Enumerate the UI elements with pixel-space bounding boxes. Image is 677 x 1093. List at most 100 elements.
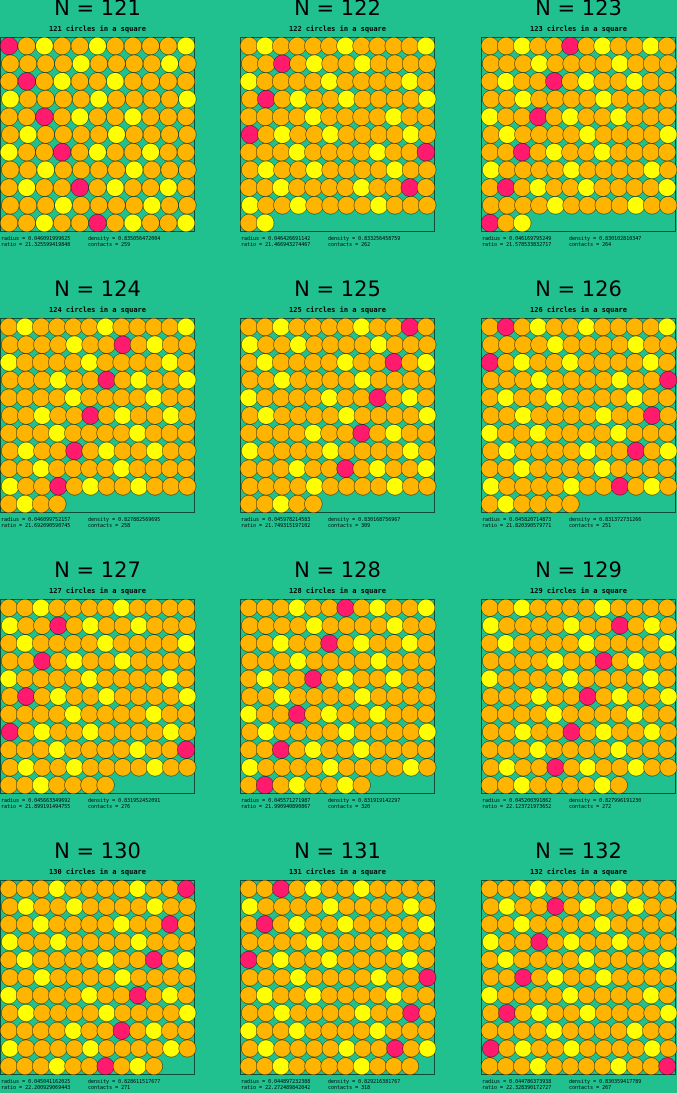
circle: [304, 986, 323, 1005]
density-text: density = 0.833256458759: [328, 236, 400, 242]
circle: [545, 598, 564, 617]
circle: [369, 477, 388, 496]
circle: [352, 178, 371, 197]
circle: [402, 441, 421, 460]
circle: [161, 705, 179, 724]
circle: [141, 72, 160, 91]
circle: [48, 495, 67, 514]
circle: [32, 495, 51, 514]
circle: [239, 776, 258, 795]
ratio-text: ratio = 22.328390172727: [482, 1085, 551, 1091]
circle: [19, 90, 38, 109]
circle: [384, 143, 403, 162]
circle: [272, 36, 291, 56]
circle: [49, 758, 68, 777]
circle: [97, 968, 116, 987]
circle: [288, 776, 307, 795]
circle: [112, 915, 131, 934]
circle: [239, 1021, 258, 1040]
circle: [368, 107, 387, 126]
circle: [593, 1057, 612, 1076]
circle: [177, 598, 196, 617]
circle: [369, 986, 387, 1005]
circle: [256, 705, 274, 724]
circle: [257, 758, 276, 777]
circle: [337, 477, 356, 496]
circle: [545, 107, 564, 126]
circle: [289, 652, 308, 670]
circle: [128, 634, 147, 653]
circle: [642, 740, 660, 759]
circle: [418, 723, 437, 741]
circle: [16, 598, 34, 617]
circle: [48, 459, 67, 478]
circle: [33, 335, 52, 354]
circle: [418, 54, 437, 73]
circle: [561, 388, 580, 407]
circle: [497, 459, 515, 478]
circle: [368, 317, 387, 336]
circle: [144, 353, 163, 372]
circle: [497, 879, 515, 898]
circle: [112, 353, 131, 372]
circle: [530, 335, 549, 354]
circle: [385, 986, 403, 1005]
circle: [128, 740, 147, 759]
circle: [96, 669, 115, 688]
circle: [514, 897, 532, 916]
circle: [17, 1039, 35, 1058]
circle: [625, 107, 644, 126]
circle: [625, 353, 644, 372]
circle: [497, 740, 515, 759]
circle: [386, 616, 405, 635]
circle: [17, 933, 35, 951]
circle: [97, 371, 116, 390]
circle: [97, 758, 116, 777]
circle: [16, 915, 34, 934]
circle: [578, 406, 597, 425]
circle: [626, 950, 644, 969]
circle: [627, 196, 646, 215]
circle: [594, 196, 613, 215]
circle: [642, 915, 660, 933]
circle: [385, 160, 405, 179]
circle: [369, 335, 388, 354]
circle: [177, 740, 196, 759]
circle: [337, 335, 356, 354]
circle: [385, 950, 403, 969]
circle: [320, 598, 339, 617]
circle: [130, 687, 148, 706]
circle: [643, 933, 662, 951]
ratio-text: ratio = 21.325599419848: [1, 242, 70, 248]
circle: [657, 107, 677, 126]
circle: [33, 758, 52, 777]
circle: [352, 915, 371, 934]
circle: [402, 687, 421, 706]
circle: [239, 950, 258, 969]
circle: [593, 598, 612, 617]
circle: [256, 143, 275, 162]
circle: [418, 125, 437, 144]
radius-text: radius = 0.045820714873: [482, 517, 551, 523]
circle: [370, 1004, 388, 1022]
circle: [106, 72, 125, 91]
circle: [498, 897, 516, 916]
circle: [641, 107, 660, 126]
circle: [289, 441, 308, 460]
density-text: density = 0.827882569695: [88, 517, 160, 523]
circle: [593, 879, 612, 898]
density-text: density = 0.829216381767: [328, 1079, 400, 1085]
circle: [256, 740, 274, 759]
circle: [289, 477, 308, 496]
circle: [593, 353, 612, 372]
circle: [546, 335, 565, 354]
circle: [49, 477, 68, 496]
circle: [514, 1004, 532, 1022]
circle: [659, 1004, 677, 1022]
circle: [273, 196, 292, 215]
circle: [96, 598, 115, 617]
circle: [107, 160, 126, 179]
circle: [417, 459, 436, 478]
circle: [595, 897, 613, 916]
circle: [65, 723, 84, 741]
